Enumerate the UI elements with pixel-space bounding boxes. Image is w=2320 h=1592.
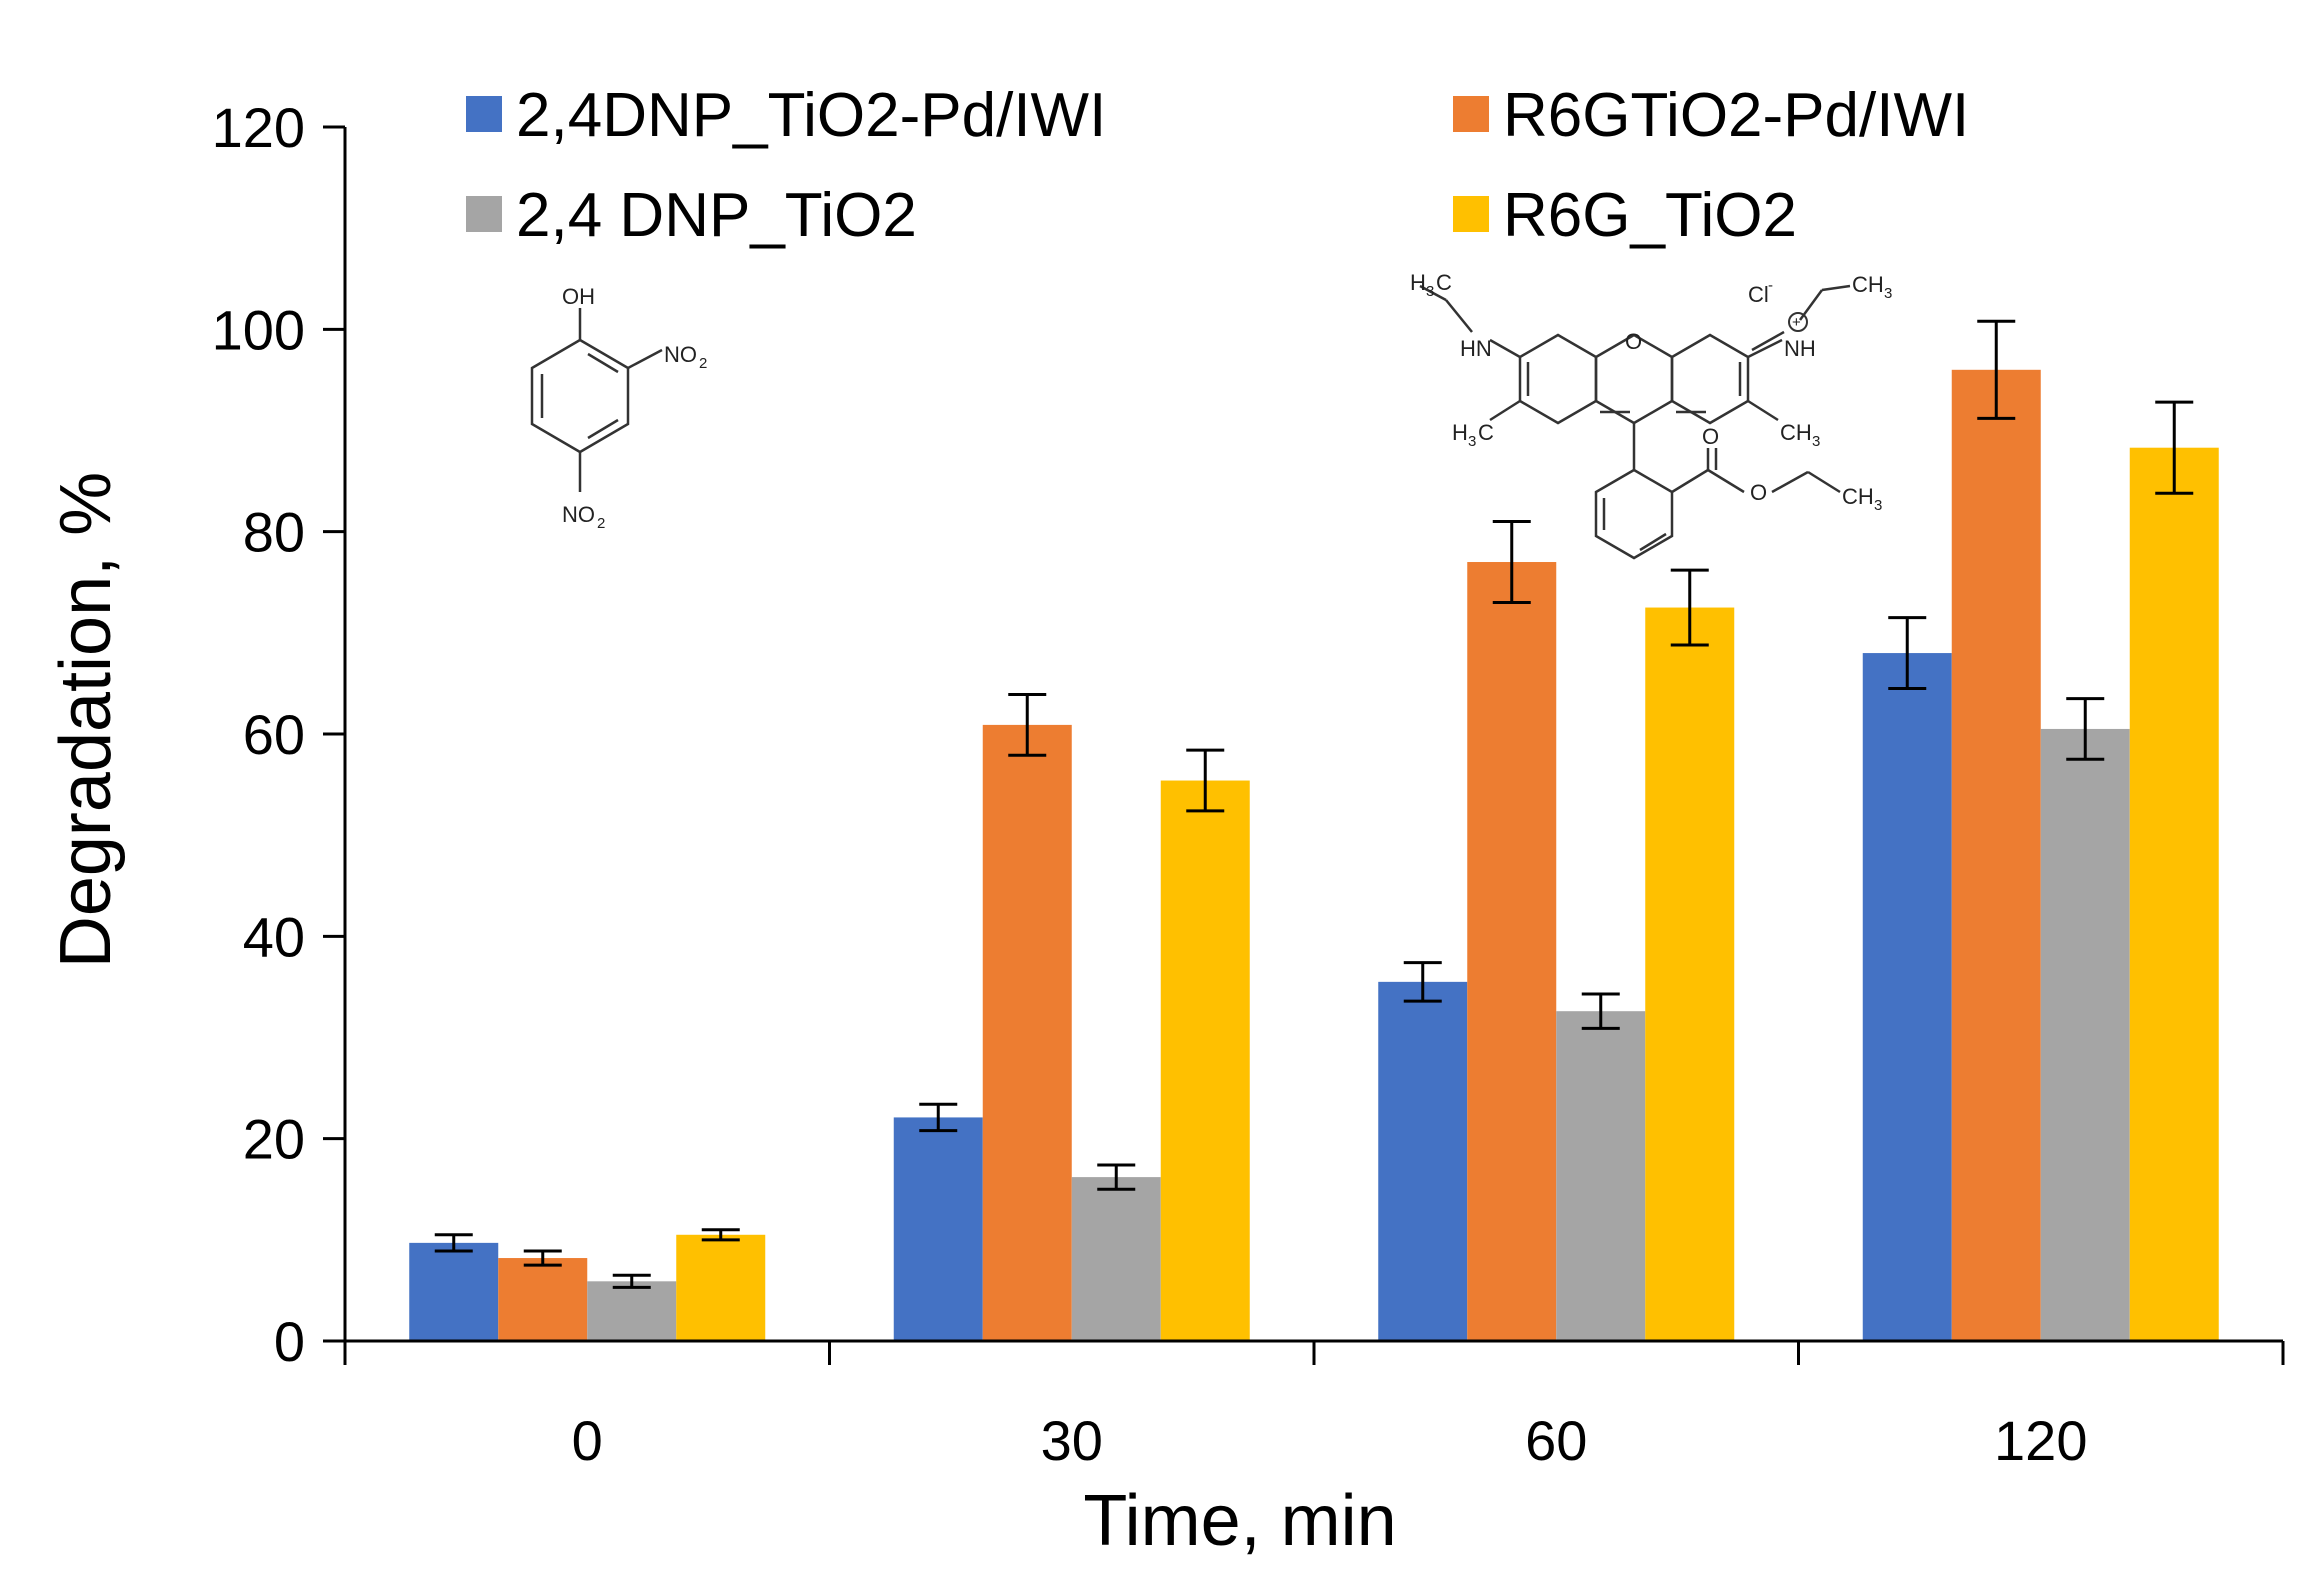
error-bar-1-3 bbox=[1977, 319, 2016, 420]
dnp-structure bbox=[530, 308, 663, 492]
bar-2-3 bbox=[2040, 728, 2130, 1341]
x-tick-label-1: 30 bbox=[1041, 1409, 1103, 1472]
legend-label-1: R6GTiO2-Pd/IWI bbox=[1503, 81, 1969, 150]
error-bar-0-3 bbox=[1888, 616, 1927, 690]
legend-label-3: R6G_TiO2 bbox=[1503, 181, 1797, 250]
bar-0-3 bbox=[1862, 653, 1952, 1341]
x-tick-label-0: 0 bbox=[572, 1409, 603, 1472]
error-bar-3-1 bbox=[1186, 748, 1225, 813]
bar-3-3 bbox=[2129, 447, 2219, 1341]
r6g-plus-circle bbox=[1788, 312, 1808, 332]
bar-0-2 bbox=[1378, 981, 1468, 1341]
legend-label-2: 2,4 DNP_TiO2 bbox=[516, 181, 917, 250]
x-axis-title: Time, min bbox=[1083, 1481, 1396, 1561]
y-axis-title: Degradation, % bbox=[46, 472, 126, 968]
r6g-ch3-ester-sub: 3 bbox=[1874, 497, 1882, 514]
legend-label-0: 2,4DNP_TiO2-Pd/IWI bbox=[516, 81, 1106, 150]
error-bar-3-3 bbox=[2155, 400, 2194, 495]
r6g-hn: HN bbox=[1460, 336, 1492, 361]
bar-3-1 bbox=[1160, 780, 1250, 1341]
bar-2-1 bbox=[1071, 1177, 1161, 1341]
r6g-plus: + bbox=[1792, 314, 1801, 331]
error-bar-1-2 bbox=[1492, 520, 1531, 604]
r6g-nh: NH bbox=[1784, 336, 1816, 361]
error-bar-0-0 bbox=[434, 1233, 473, 1253]
bar-3-0 bbox=[676, 1234, 766, 1341]
error-bar-3-0 bbox=[701, 1228, 740, 1242]
y-tick-label-0: 0 bbox=[274, 1310, 305, 1373]
dnp-no2-bottom-label: NO bbox=[562, 502, 595, 527]
error-bar-1-1 bbox=[1008, 693, 1047, 757]
y-tick-label-2: 40 bbox=[243, 905, 305, 968]
bar-3-2 bbox=[1645, 607, 1735, 1341]
error-bar-2-1 bbox=[1097, 1163, 1136, 1191]
r6g-ch3-ester: CH bbox=[1842, 484, 1874, 509]
r6g-cl: Cl bbox=[1748, 282, 1769, 307]
y-tick-label-1: 20 bbox=[243, 1108, 305, 1171]
error-bar-0-2 bbox=[1403, 961, 1442, 1003]
legend-swatch-0 bbox=[466, 96, 502, 132]
dnp-oh-label: OH bbox=[562, 284, 595, 309]
r6g-h3c-top-c: C bbox=[1436, 270, 1452, 295]
r6g-ch3-bottom-sub: 3 bbox=[1812, 433, 1820, 450]
r6g-o-ester: O bbox=[1750, 480, 1767, 505]
bar-1-3 bbox=[1951, 369, 2041, 1341]
r6g-h3c-top-sub: 3 bbox=[1426, 283, 1434, 300]
dnp-no2-top-sub: 2 bbox=[699, 355, 707, 372]
x-tick-label-3: 120 bbox=[1994, 1409, 2087, 1472]
bar-0-1 bbox=[893, 1117, 983, 1341]
r6g-structure bbox=[1419, 284, 1851, 560]
bar-2-0 bbox=[587, 1281, 677, 1341]
r6g-o-carbonyl: O bbox=[1702, 424, 1719, 449]
error-bar-0-1 bbox=[919, 1102, 958, 1133]
bar-0-0 bbox=[409, 1242, 499, 1341]
legend-swatch-2 bbox=[466, 196, 502, 232]
error-bar-2-2 bbox=[1581, 992, 1620, 1030]
dnp-no2-bottom-sub: 2 bbox=[597, 515, 605, 532]
y-tick-label-3: 60 bbox=[243, 703, 305, 766]
r6g-ch3-top-sub: 3 bbox=[1884, 285, 1892, 302]
r6g-h3c-bottom-sub: 3 bbox=[1468, 433, 1476, 450]
r6g-cl-charge: - bbox=[1768, 277, 1773, 294]
y-tick-label-6: 120 bbox=[212, 96, 305, 159]
error-bar-1-0 bbox=[523, 1249, 562, 1267]
r6g-h3c-bottom-c: C bbox=[1478, 420, 1494, 445]
y-ticks-group: 0 20 40 60 80 100 120 bbox=[212, 96, 345, 1373]
error-bar-3-2 bbox=[1670, 568, 1709, 647]
r6g-h3c-bottom: H bbox=[1452, 420, 1468, 445]
legend-swatch-1 bbox=[1453, 96, 1489, 132]
bar-1-2 bbox=[1467, 562, 1557, 1341]
y-tick-label-4: 80 bbox=[243, 501, 305, 564]
x-tick-label-2: 60 bbox=[1525, 1409, 1587, 1472]
legend: 2,4DNP_TiO2-Pd/IWI R6GTiO2-Pd/IWI 2,4 DN… bbox=[466, 81, 1969, 250]
bars-group bbox=[409, 369, 2219, 1341]
legend-swatch-3 bbox=[1453, 196, 1489, 232]
r6g-o-ring: O bbox=[1625, 329, 1642, 354]
y-tick-label-5: 100 bbox=[212, 298, 305, 361]
r6g-ch3-top: CH bbox=[1852, 272, 1884, 297]
dnp-no2-top-label: NO bbox=[664, 342, 697, 367]
error-bar-2-3 bbox=[2066, 697, 2105, 761]
bar-1-1 bbox=[982, 724, 1072, 1341]
r6g-ch3-bottom: CH bbox=[1780, 420, 1812, 445]
bar-1-0 bbox=[498, 1258, 588, 1341]
error-bar-2-0 bbox=[612, 1273, 651, 1289]
bar-2-2 bbox=[1556, 1011, 1646, 1341]
r6g-h3c-top: H bbox=[1410, 270, 1426, 295]
x-ticks-group: 0 30 60 120 bbox=[343, 1341, 2285, 1472]
error-bars-group bbox=[434, 319, 2194, 1289]
